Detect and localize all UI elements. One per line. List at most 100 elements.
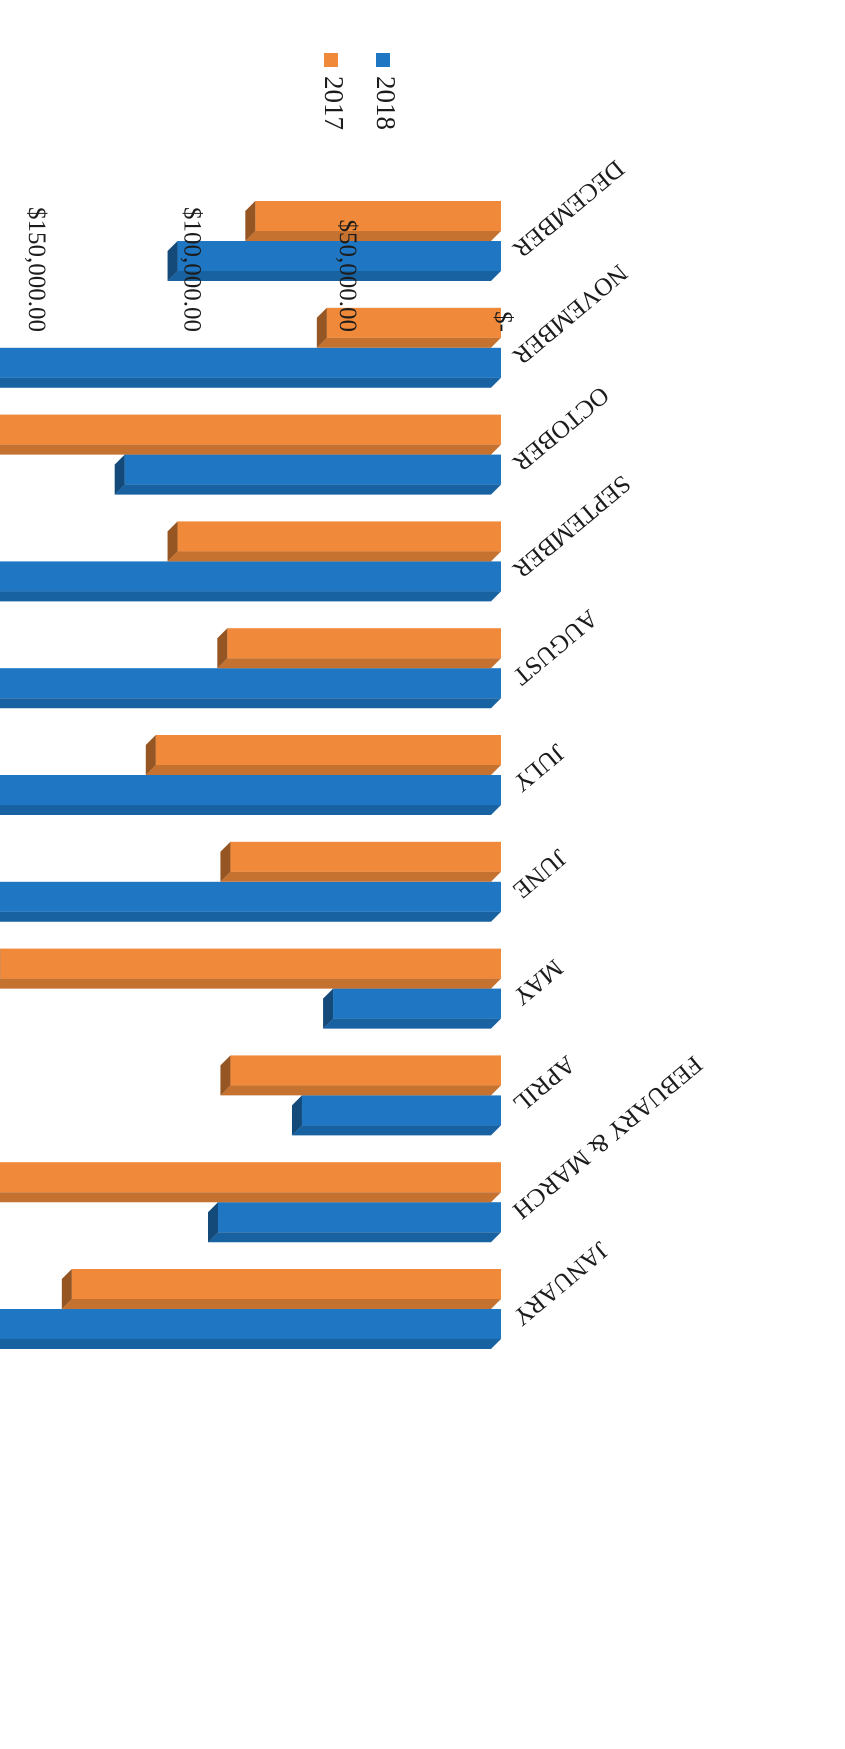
bar-top-face: [220, 871, 501, 882]
bar-2017-7: [217, 628, 501, 669]
bar-front-face: [0, 1162, 501, 1193]
bar-end-face: [220, 841, 231, 882]
category-label: NOVEMBER: [507, 259, 632, 370]
bar-front-face: [217, 1202, 501, 1233]
bar-2017-11: [245, 201, 501, 241]
bar-top-face: [0, 911, 501, 922]
bar-front-face: [333, 988, 501, 1019]
bar-top-face: [61, 1299, 501, 1309]
bar-front-face: [71, 1269, 501, 1299]
bar-front-face: [177, 241, 501, 271]
bar-front-face: [0, 881, 501, 912]
bar-end-face: [323, 988, 334, 1029]
bar-2018-10: [0, 347, 501, 388]
bar-front-face: [124, 454, 501, 485]
bar-2017-1: [61, 1269, 501, 1309]
category-label: AUGUST: [507, 604, 602, 690]
value-axis-tick-labels: $-$50,000.00$100,000.00$150,000.00$200,0…: [23, 207, 517, 332]
bar-front-face: [155, 735, 501, 765]
bar-end-face: [145, 735, 156, 775]
category-label: JULY: [507, 738, 569, 796]
bar-end-face: [217, 628, 228, 669]
category-label: JANUARY: [507, 1236, 613, 1331]
bar-2017-2: [0, 1162, 501, 1203]
bar-front-face: [230, 841, 501, 872]
bar-2017-3: [220, 1055, 501, 1096]
bar-end-face: [114, 454, 125, 495]
bar-top-face: [145, 765, 501, 775]
category-label: DECEMBER: [507, 155, 629, 263]
legend-label: 2017: [319, 76, 349, 130]
bar-front-face: [301, 1095, 501, 1126]
bar-top-face: [0, 698, 501, 709]
bar-2017-8: [167, 521, 501, 562]
bar-end-face: [167, 241, 178, 281]
bar-top-face: [0, 377, 501, 388]
bar-2018-9: [114, 454, 501, 495]
bar-2018-4: [323, 988, 501, 1029]
category-label: OCTOBER: [507, 381, 614, 477]
bar-2017-10: [316, 307, 501, 348]
bar-top-face: [0, 1339, 501, 1349]
bar-front-face: [0, 414, 501, 445]
bar-2018-6: [0, 775, 501, 815]
bar-end-face: [245, 201, 256, 241]
bar-top-face: [0, 805, 501, 815]
bar-2018-5: [0, 881, 501, 922]
bar-2017-6: [145, 735, 501, 775]
bar-front-face: [0, 1309, 501, 1339]
bar-end-face: [207, 1202, 218, 1243]
bar-front-face: [0, 347, 501, 378]
bar-front-face: [255, 201, 501, 231]
bar-2018-11: [167, 241, 501, 281]
bar-end-face: [220, 1055, 231, 1096]
bar-front-face: [0, 948, 501, 979]
category-label: JUNE: [507, 844, 571, 904]
bars-layer: [0, 201, 501, 1349]
tick-label: $-: [489, 311, 516, 332]
bar-2017-4: [0, 948, 501, 989]
bar-2018-7: [0, 668, 501, 709]
bar-top-face: [245, 231, 501, 241]
bar-front-face: [0, 775, 501, 805]
bar-2018-3: [291, 1095, 501, 1136]
legend-swatch: [376, 53, 390, 67]
bar-top-face: [0, 591, 501, 602]
bar-front-face: [177, 521, 501, 552]
legend-swatch: [324, 53, 338, 67]
bar-top-face: [291, 1125, 501, 1136]
bar-top-face: [167, 551, 501, 562]
bar-2018-1: [0, 1309, 501, 1349]
bar-top-face: [207, 1232, 501, 1243]
bar-end-face: [167, 521, 178, 562]
bar-top-face: [217, 658, 501, 669]
bar-front-face: [326, 307, 501, 338]
bar-top-face: [323, 1018, 501, 1029]
bar-top-face: [220, 1085, 501, 1096]
bar-top-face: [0, 444, 501, 455]
bar-front-face: [0, 561, 501, 592]
legend: 2018 2017: [319, 53, 401, 130]
bar-front-face: [0, 668, 501, 699]
bar-2017-9: [0, 414, 501, 455]
legend-item-2018: 2018: [371, 53, 401, 130]
category-label: MAY: [507, 954, 567, 1011]
tick-label: $150,000.00: [23, 207, 50, 332]
tick-label: $100,000.00: [178, 207, 205, 332]
bar-front-face: [227, 628, 501, 659]
category-label: APRIL: [507, 1050, 580, 1117]
bar-top-face: [0, 1192, 501, 1203]
bar-top-face: [167, 271, 501, 281]
bar-top-face: [316, 337, 501, 348]
bar-end-face: [61, 1269, 72, 1309]
bar-front-face: [230, 1055, 501, 1086]
bar-top-face: [0, 978, 501, 989]
bar-top-face: [114, 484, 501, 495]
bar-2018-2: [207, 1202, 501, 1243]
legend-label: 2018: [371, 76, 401, 130]
bar-end-face: [316, 307, 327, 348]
legend-item-2017: 2017: [319, 53, 349, 130]
